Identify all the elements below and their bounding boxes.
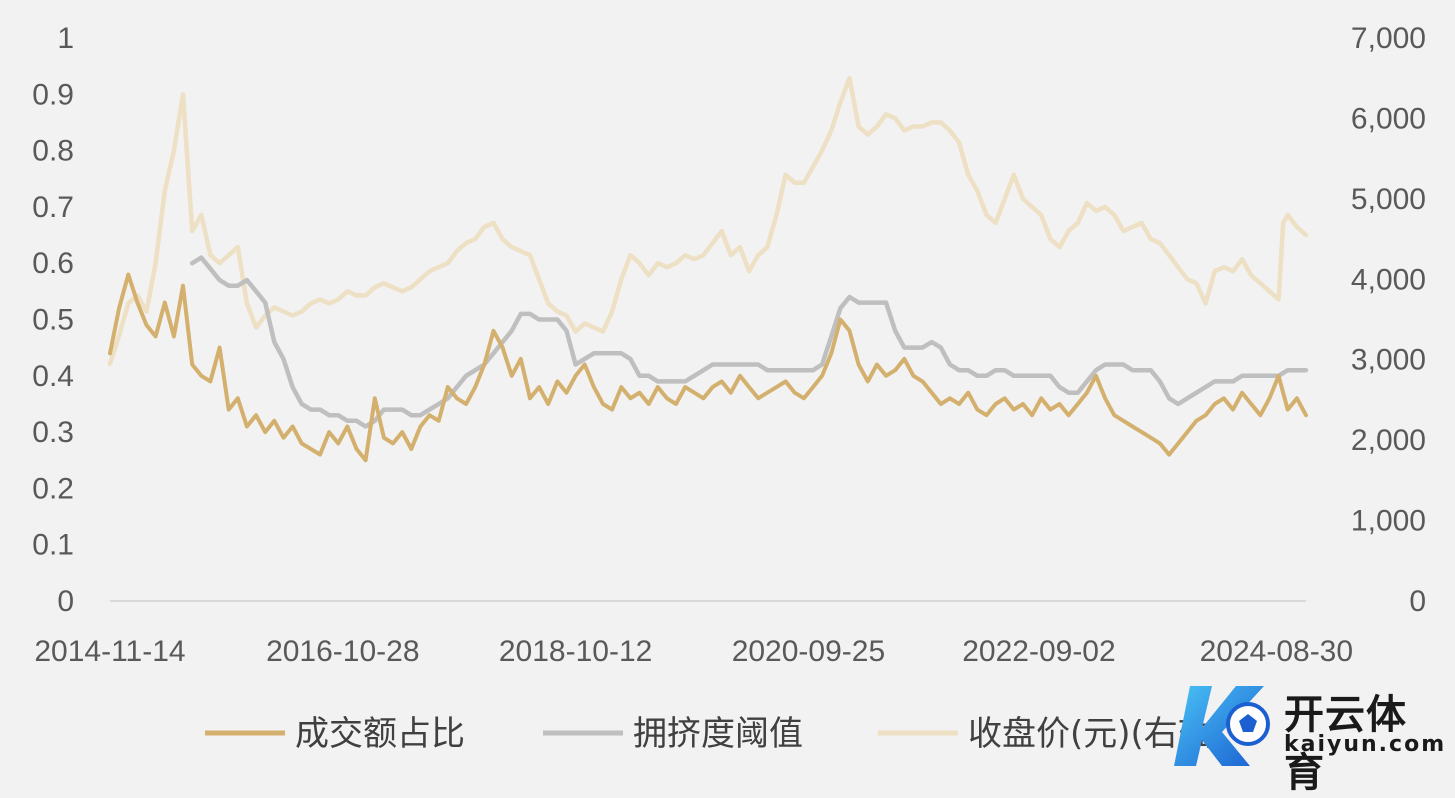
right-axis-tick-label: 5,000: [1351, 183, 1426, 216]
x-axis-ticks: 2014-11-14 2016-10-28 2018-10-12 2020-09-25…: [34, 635, 1353, 668]
left-axis-tick-label: 0.6: [32, 247, 74, 280]
x-axis-tick-label: 2016-10-28: [266, 635, 419, 668]
kaiyun-logo-icon: [1174, 686, 1270, 766]
series-line-1: [108, 272, 1308, 463]
x-axis-tick-label: 2014-11-14: [34, 635, 185, 668]
right-axis-tick-label: 4,000: [1351, 263, 1426, 296]
left-axis-tick-label: 0.8: [32, 135, 74, 168]
legend-label: 拥挤度阈值: [633, 714, 803, 754]
left-axis-tick-label: 0.3: [32, 416, 74, 449]
left-axis-tick-label: 0.1: [32, 529, 74, 562]
left-axis-tick-label: 0.5: [32, 304, 74, 337]
x-axis-tick-label: 2018-10-12: [499, 635, 652, 668]
legend: 成交额占比 拥挤度阈值 收盘价(元)(右轴): [205, 714, 1225, 754]
line-chart: 0 0.1 0.2 0.3 0.4 0.5 0.6 0.7 0.8 0.9 1 0 1,000 2,00…: [32, 22, 1426, 754]
left-axis-tick-label: 0: [57, 585, 74, 618]
right-axis-tick-label: 1,000: [1351, 505, 1426, 538]
left-axis-tick-label: 0.7: [32, 191, 74, 224]
left-axis-tick-label: 0.9: [32, 78, 74, 111]
logo-text-en: kaiyun.com: [1284, 732, 1447, 757]
series-layer: [107, 75, 1309, 463]
left-axis-tick-label: 1: [57, 22, 74, 55]
right-axis-tick-label: 7,000: [1351, 22, 1426, 55]
x-axis-tick-label: 2022-09-02: [962, 635, 1115, 668]
right-axis-tick-label: 2,000: [1351, 424, 1426, 457]
right-axis-tick-label: 3,000: [1351, 344, 1426, 377]
right-axis-ticks: 0 1,000 2,000 3,000 4,000 5,000 6,000 7,000: [1351, 22, 1426, 618]
right-axis-tick-label: 0: [1409, 585, 1426, 618]
legend-label: 成交额占比: [295, 714, 465, 754]
right-axis-tick-label: 6,000: [1351, 102, 1426, 135]
kaiyun-watermark: 开云体育 kaiyun.com: [1172, 676, 1447, 796]
series-line-3: [107, 75, 1309, 366]
x-axis-tick-label: 2024-08-30: [1200, 635, 1353, 668]
x-axis-tick-label: 2020-09-25: [732, 635, 885, 668]
left-axis-ticks: 0 0.1 0.2 0.3 0.4 0.5 0.6 0.7 0.8 0.9 1: [32, 22, 74, 618]
left-axis-tick-label: 0.2: [32, 472, 74, 505]
left-axis-tick-label: 0.4: [32, 360, 74, 393]
